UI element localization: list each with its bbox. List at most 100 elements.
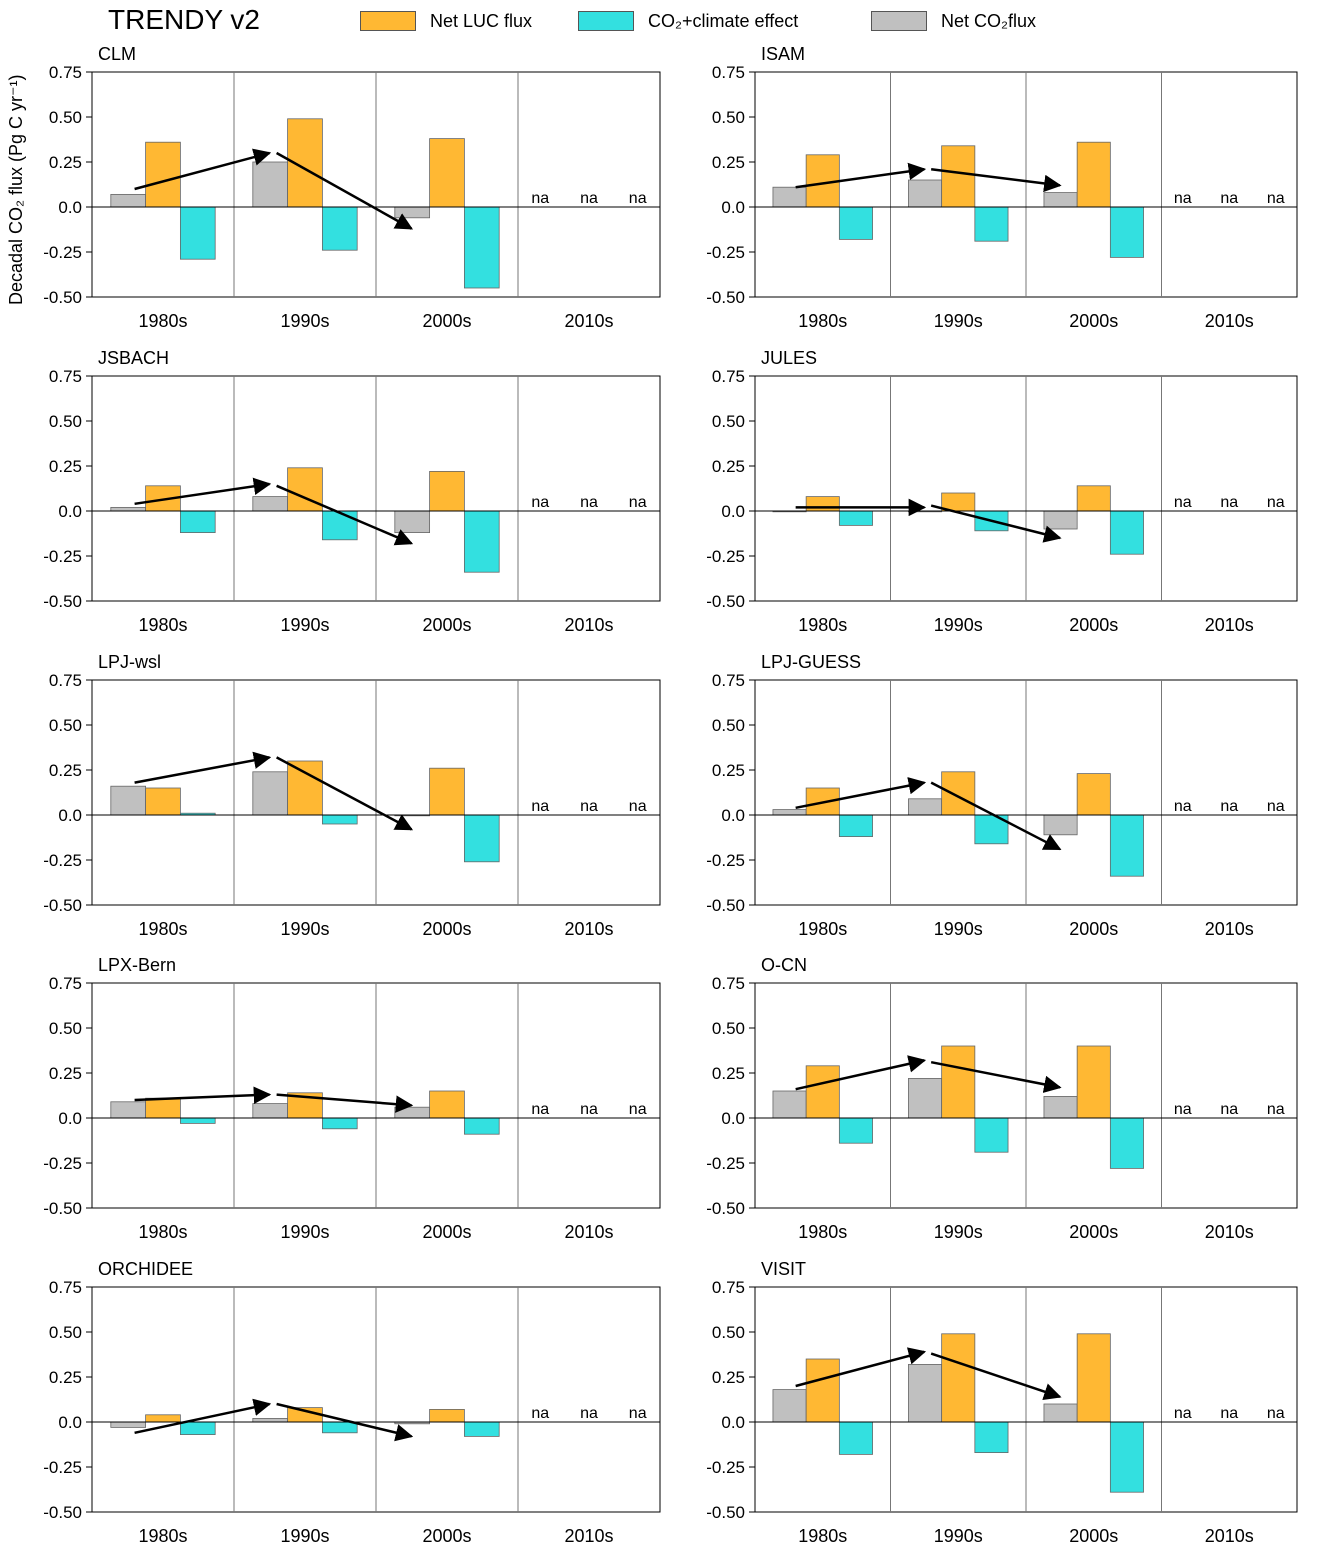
- trend-arrow: [134, 751, 272, 784]
- bar-lpj-guess-2000s: [1109, 814, 1144, 877]
- legend-swatch-co2-climate: [578, 11, 634, 31]
- trend-arrow: [795, 162, 927, 189]
- na-label: na: [1174, 1101, 1192, 1118]
- y-tick-label: 0.75: [49, 63, 82, 82]
- panel-title-lpj-guess: LPJ-GUESS: [761, 652, 861, 672]
- x-tick-label: 2000s: [422, 311, 471, 331]
- trend-arrow: [276, 484, 414, 546]
- bar-lpx-bern-2000s: [394, 1106, 431, 1119]
- y-tick-label: 0.25: [49, 761, 82, 780]
- y-tick-label: 0.25: [712, 153, 745, 172]
- bar-isam-1980s: [772, 186, 807, 208]
- bar-clm-2000s: [429, 138, 465, 208]
- bar-orchidee-2000s: [429, 1409, 465, 1423]
- y-tick-label: 0.50: [712, 716, 745, 735]
- bar-orchidee-1980s: [145, 1414, 181, 1423]
- bar-jsbach-2000s: [394, 510, 431, 534]
- y-tick-label: 0.75: [712, 974, 745, 993]
- bar-visit-1990s: [974, 1421, 1009, 1454]
- bar-jsbach-2000s: [463, 510, 500, 573]
- y-tick-label: -0.25: [706, 547, 745, 566]
- bar-jsbach-1980s: [110, 506, 147, 512]
- y-tick-label: 0.75: [49, 1278, 82, 1297]
- na-label: na: [580, 190, 598, 207]
- y-tick-label: -0.50: [706, 896, 745, 915]
- na-label: na: [1267, 1405, 1285, 1422]
- bar-jules-2000s: [1109, 510, 1144, 555]
- bar-clm-1980s: [110, 193, 147, 208]
- na-label: na: [629, 494, 647, 511]
- bar-lpx-bern-1990s: [321, 1117, 358, 1130]
- x-tick-label: 2000s: [1069, 1526, 1118, 1542]
- bar-jsbach-1990s: [321, 510, 358, 541]
- x-tick-label: 2010s: [564, 615, 613, 635]
- trend-arrow: [134, 148, 272, 191]
- bar-clm-1980s: [145, 141, 181, 208]
- na-label: na: [1267, 798, 1285, 815]
- y-tick-label: 0.25: [49, 457, 82, 476]
- panel-title-lpx-bern: LPX-Bern: [98, 955, 176, 975]
- y-tick-label: 0.50: [49, 1323, 82, 1342]
- bar-lpj-wsl-1990s: [321, 814, 358, 825]
- trend-arrow: [275, 151, 414, 230]
- trend-arrow: [930, 1060, 1062, 1093]
- na-label: na: [1220, 1101, 1238, 1118]
- y-tick-label: -0.25: [706, 243, 745, 262]
- x-tick-label: 2010s: [564, 919, 613, 939]
- bar-visit-2000s: [1043, 1403, 1078, 1423]
- x-tick-label: 1990s: [280, 311, 329, 331]
- bar-orchidee-2000s: [463, 1421, 500, 1437]
- x-tick-label: 2010s: [1205, 615, 1254, 635]
- x-tick-label: 1990s: [934, 311, 983, 331]
- na-label: na: [1174, 798, 1192, 815]
- trend-arrow: [276, 1402, 414, 1442]
- y-tick-label: -0.50: [706, 592, 745, 611]
- panel-title-orchidee: ORCHIDEE: [98, 1259, 193, 1279]
- y-tick-label: 0.50: [712, 1019, 745, 1038]
- na-label: na: [1267, 190, 1285, 207]
- x-tick-label: 1980s: [138, 919, 187, 939]
- trend-arrow: [134, 1398, 272, 1435]
- panel-title-isam: ISAM: [761, 44, 805, 64]
- na-label: na: [629, 798, 647, 815]
- y-tick-label: -0.25: [706, 1154, 745, 1173]
- y-tick-label: -0.25: [706, 851, 745, 870]
- x-tick-label: 1990s: [934, 615, 983, 635]
- x-tick-label: 2010s: [1205, 919, 1254, 939]
- bar-lpj-guess-1990s: [941, 771, 976, 816]
- x-tick-label: 2000s: [1069, 1222, 1118, 1242]
- legend-swatch-net-co2: [871, 11, 927, 31]
- panel-title-o-cn: O-CN: [761, 955, 807, 975]
- bar-lpj-wsl-1980s: [110, 785, 147, 816]
- figure-title: TRENDY v2: [108, 4, 260, 35]
- na-label: na: [629, 1405, 647, 1422]
- bar-visit-2000s: [1076, 1333, 1111, 1423]
- trend-arrow: [930, 781, 1062, 851]
- legend-swatch-net-luc: [360, 11, 416, 31]
- bar-clm-1990s: [321, 206, 358, 251]
- bar-visit-1980s: [772, 1389, 807, 1423]
- x-tick-label: 1980s: [798, 615, 847, 635]
- na-label: na: [580, 798, 598, 815]
- bar-visit-1980s: [805, 1358, 840, 1423]
- y-tick-label: -0.50: [43, 1503, 82, 1522]
- trend-arrow: [795, 1055, 927, 1091]
- x-tick-label: 1980s: [138, 311, 187, 331]
- bar-clm-1990s: [252, 161, 289, 208]
- y-tick-label: 0.50: [712, 108, 745, 127]
- bar-o-cn-2000s: [1076, 1045, 1111, 1119]
- trend-arrow: [134, 1086, 272, 1104]
- bar-orchidee-1990s: [321, 1421, 358, 1434]
- bar-o-cn-1990s: [941, 1045, 976, 1119]
- x-tick-label: 2000s: [1069, 919, 1118, 939]
- bar-lpx-bern-2000s: [429, 1090, 465, 1119]
- bar-jsbach-1990s: [252, 496, 289, 512]
- x-tick-label: 2000s: [422, 615, 471, 635]
- bar-visit-1990s: [941, 1333, 976, 1423]
- y-tick-label: -0.50: [43, 288, 82, 307]
- bar-o-cn-2000s: [1043, 1096, 1078, 1119]
- panel-title-visit: VISIT: [761, 1259, 806, 1279]
- y-tick-label: -0.25: [43, 1458, 82, 1477]
- x-tick-label: 1990s: [280, 615, 329, 635]
- bar-visit-1990s: [908, 1364, 943, 1423]
